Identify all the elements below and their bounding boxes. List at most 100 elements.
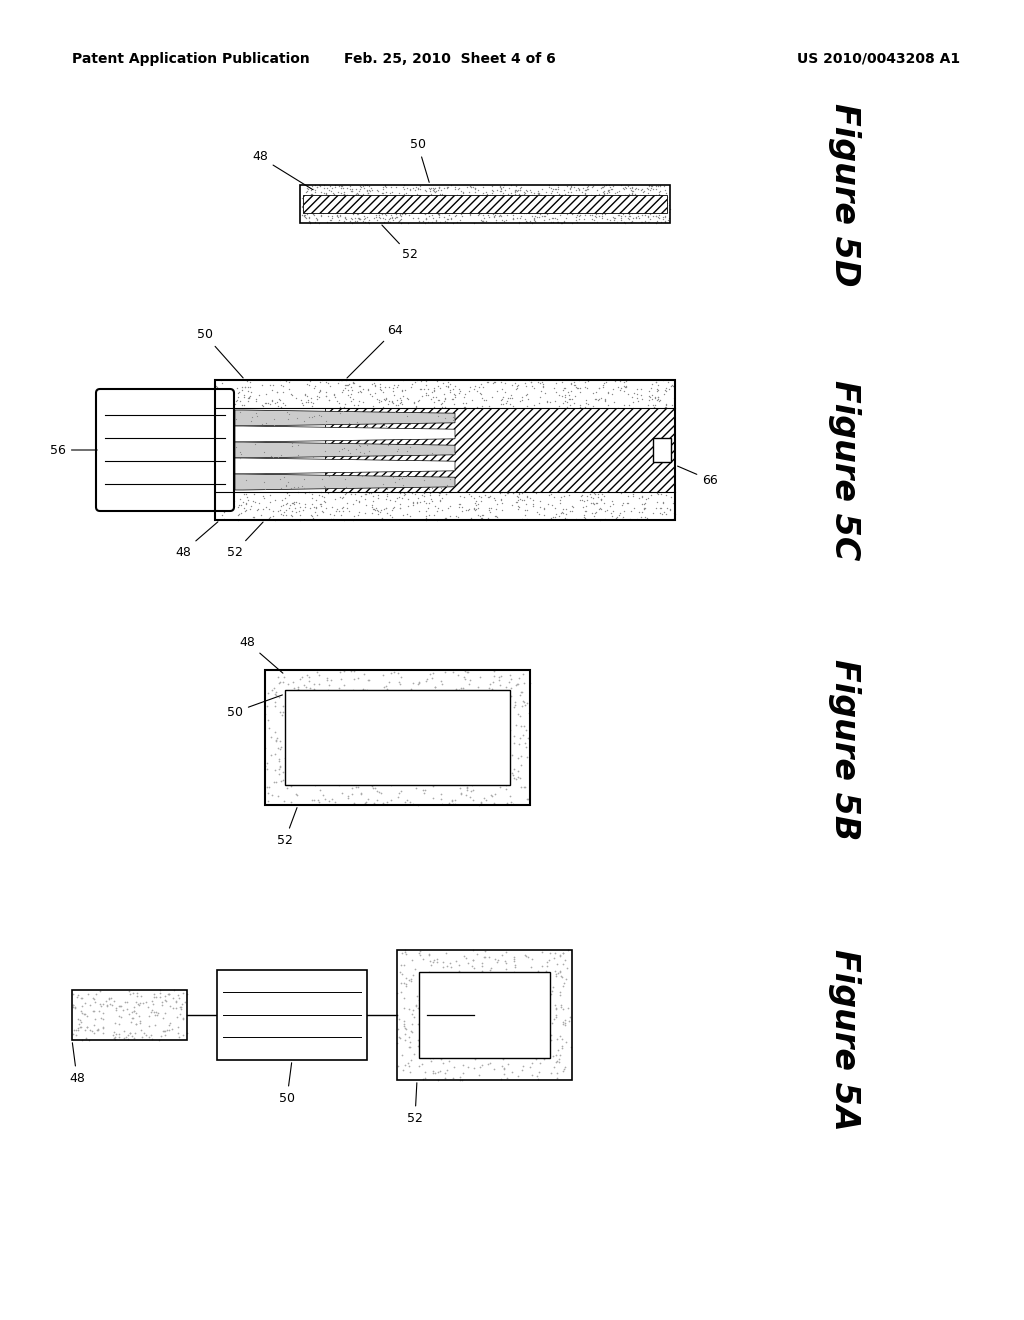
Point: [276, 747, 293, 768]
Point: [336, 484, 352, 506]
Point: [312, 492, 329, 513]
Point: [376, 388, 392, 409]
Point: [295, 500, 311, 521]
Point: [600, 181, 616, 202]
Point: [248, 391, 264, 412]
Point: [613, 508, 630, 529]
Point: [337, 207, 353, 228]
Point: [356, 739, 373, 760]
Point: [379, 479, 395, 500]
Point: [480, 371, 497, 392]
Point: [440, 177, 457, 198]
Point: [446, 704, 463, 725]
Point: [317, 706, 334, 727]
Point: [480, 1026, 497, 1047]
Point: [658, 201, 675, 222]
Point: [325, 774, 341, 795]
Point: [473, 1018, 489, 1039]
Point: [409, 492, 425, 513]
Point: [356, 747, 373, 768]
Point: [516, 692, 532, 713]
Point: [297, 496, 313, 517]
Point: [288, 491, 304, 512]
Point: [65, 1023, 81, 1044]
Point: [420, 191, 436, 213]
Point: [524, 187, 541, 209]
Point: [348, 708, 365, 729]
Point: [468, 495, 484, 516]
Point: [383, 187, 399, 209]
Point: [488, 690, 505, 711]
Point: [452, 494, 468, 515]
Point: [295, 395, 311, 416]
Point: [447, 205, 464, 226]
Point: [436, 383, 453, 404]
Point: [415, 1068, 431, 1089]
Point: [476, 946, 493, 968]
Point: [302, 194, 318, 215]
Point: [268, 727, 285, 748]
Point: [664, 375, 680, 396]
Point: [601, 209, 617, 230]
Point: [472, 506, 488, 527]
Point: [146, 983, 163, 1005]
Point: [381, 733, 397, 754]
Point: [261, 718, 278, 739]
Point: [301, 714, 317, 735]
Point: [384, 186, 400, 207]
Point: [445, 1005, 462, 1026]
Point: [534, 941, 550, 962]
Point: [432, 789, 449, 810]
Point: [239, 499, 255, 520]
Point: [122, 1023, 138, 1044]
Point: [147, 1002, 164, 1023]
Point: [467, 178, 483, 199]
Point: [541, 209, 557, 230]
Point: [463, 972, 479, 993]
Point: [461, 673, 477, 694]
Point: [142, 1002, 159, 1023]
Point: [588, 388, 604, 409]
Point: [129, 982, 145, 1003]
Point: [655, 370, 672, 391]
Point: [212, 487, 228, 508]
Point: [264, 680, 281, 701]
Point: [170, 1023, 186, 1044]
Point: [465, 185, 481, 206]
Point: [442, 381, 459, 403]
Point: [419, 187, 435, 209]
Point: [343, 180, 359, 201]
Point: [550, 198, 566, 219]
Point: [591, 499, 607, 520]
Point: [526, 191, 543, 213]
Point: [418, 384, 434, 405]
Point: [520, 788, 537, 809]
Point: [372, 764, 388, 785]
Point: [313, 205, 330, 226]
Point: [538, 205, 554, 226]
Point: [339, 183, 355, 205]
Point: [441, 987, 458, 1008]
Point: [568, 180, 585, 201]
Point: [536, 1031, 552, 1052]
Point: [437, 387, 454, 408]
Point: [558, 969, 574, 990]
Point: [428, 194, 444, 215]
Point: [312, 371, 329, 392]
Point: [385, 758, 401, 779]
Point: [286, 722, 302, 743]
Point: [400, 758, 417, 779]
Point: [122, 983, 138, 1005]
Point: [354, 176, 371, 197]
Point: [450, 190, 466, 211]
Point: [465, 1005, 481, 1026]
Point: [381, 191, 397, 213]
Point: [633, 379, 649, 400]
Point: [378, 676, 394, 697]
Point: [308, 727, 325, 748]
Point: [433, 392, 450, 413]
Point: [642, 187, 658, 209]
Point: [587, 186, 603, 207]
Point: [412, 195, 428, 216]
Point: [524, 185, 541, 206]
